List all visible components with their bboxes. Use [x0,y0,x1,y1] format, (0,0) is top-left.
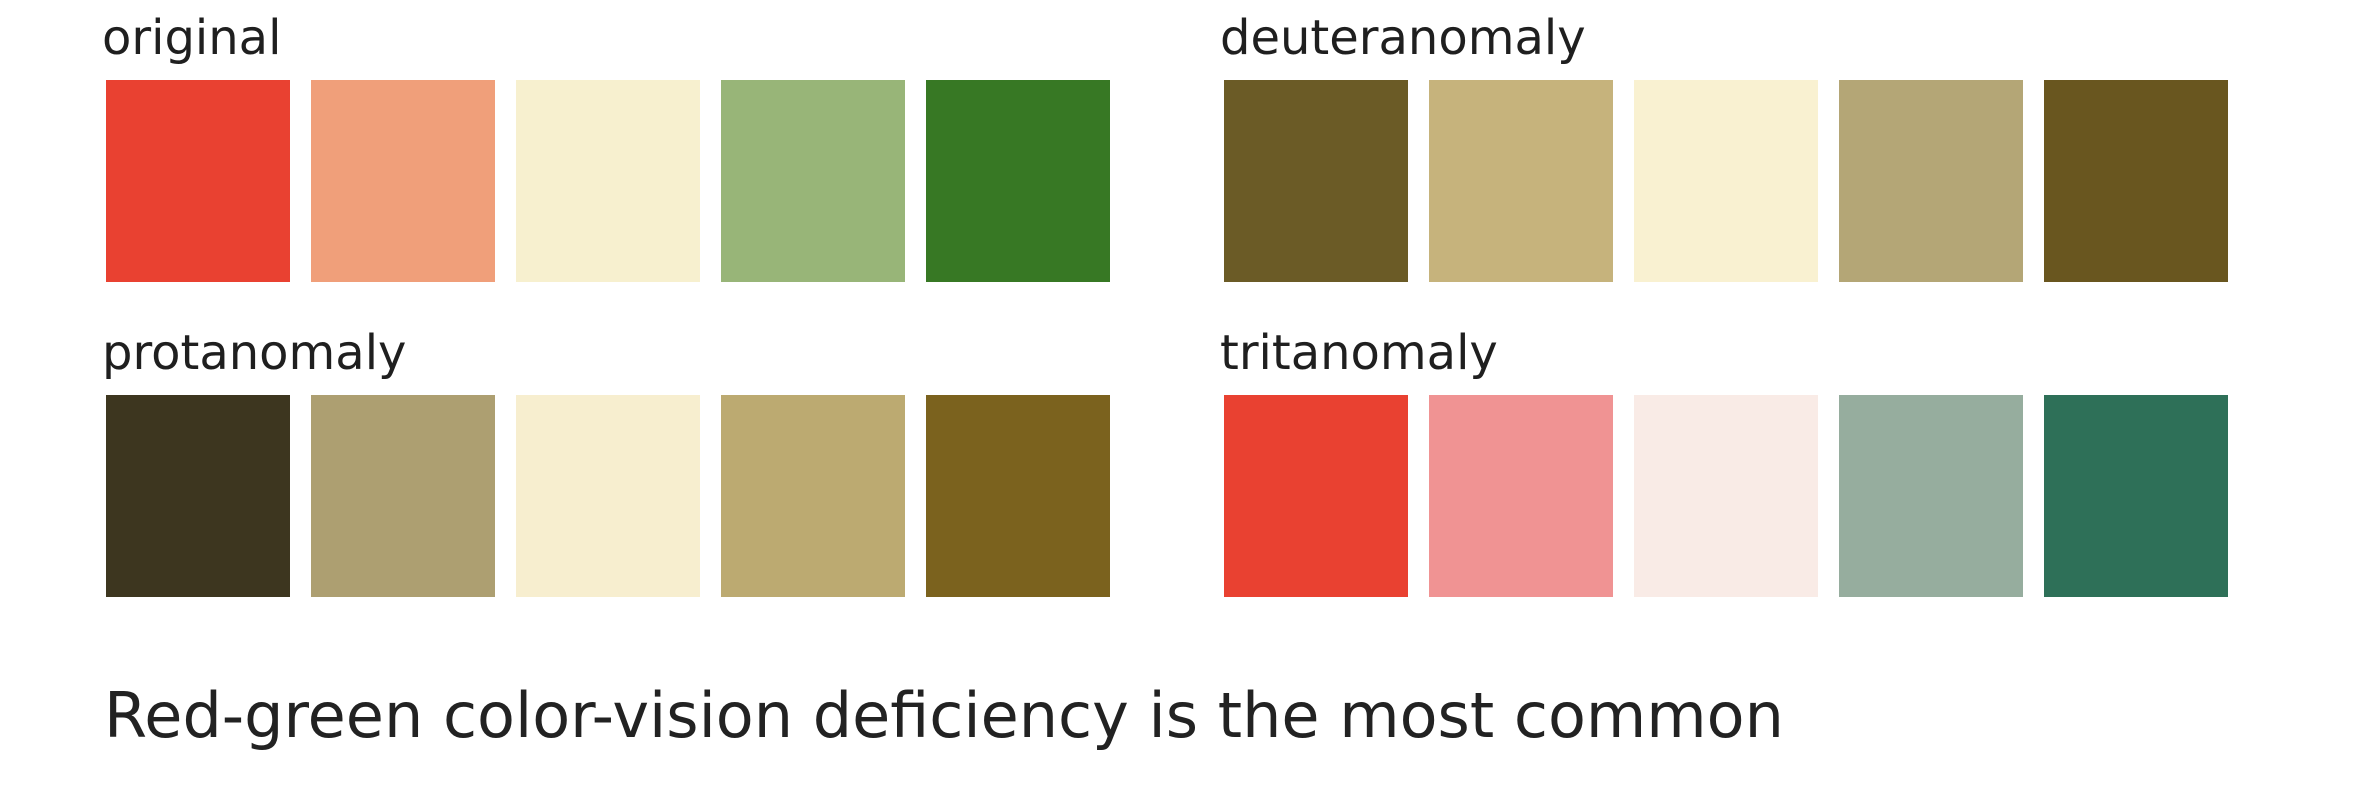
swatch-tritanomaly-2 [1429,395,1613,597]
panel-title-original: original [102,10,282,66]
swatch-deuteranomaly-3 [1634,80,1818,282]
panel-title-deuteranomaly: deuteranomaly [1220,10,1586,66]
swatch-tritanomaly-4 [1839,395,2023,597]
swatch-row-protanomaly [106,395,1110,597]
swatch-original-3 [516,80,700,282]
swatch-original-1 [106,80,290,282]
swatch-deuteranomaly-1 [1224,80,1408,282]
swatch-tritanomaly-1 [1224,395,1408,597]
swatch-protanomaly-4 [721,395,905,597]
panel-title-tritanomaly: tritanomaly [1220,325,1498,381]
swatch-original-4 [721,80,905,282]
caption: Red-green color-vision deficiency is the… [104,679,1784,752]
panel-title-protanomaly: protanomaly [102,325,407,381]
swatch-row-deuteranomaly [1224,80,2228,282]
swatch-tritanomaly-5 [2044,395,2228,597]
swatch-deuteranomaly-5 [2044,80,2228,282]
swatch-deuteranomaly-4 [1839,80,2023,282]
swatch-original-5 [926,80,1110,282]
swatch-protanomaly-3 [516,395,700,597]
swatch-row-tritanomaly [1224,395,2228,597]
swatch-protanomaly-1 [106,395,290,597]
swatch-deuteranomaly-2 [1429,80,1613,282]
swatch-protanomaly-2 [311,395,495,597]
swatch-row-original [106,80,1110,282]
swatch-tritanomaly-3 [1634,395,1818,597]
swatch-original-2 [311,80,495,282]
swatch-protanomaly-5 [926,395,1110,597]
